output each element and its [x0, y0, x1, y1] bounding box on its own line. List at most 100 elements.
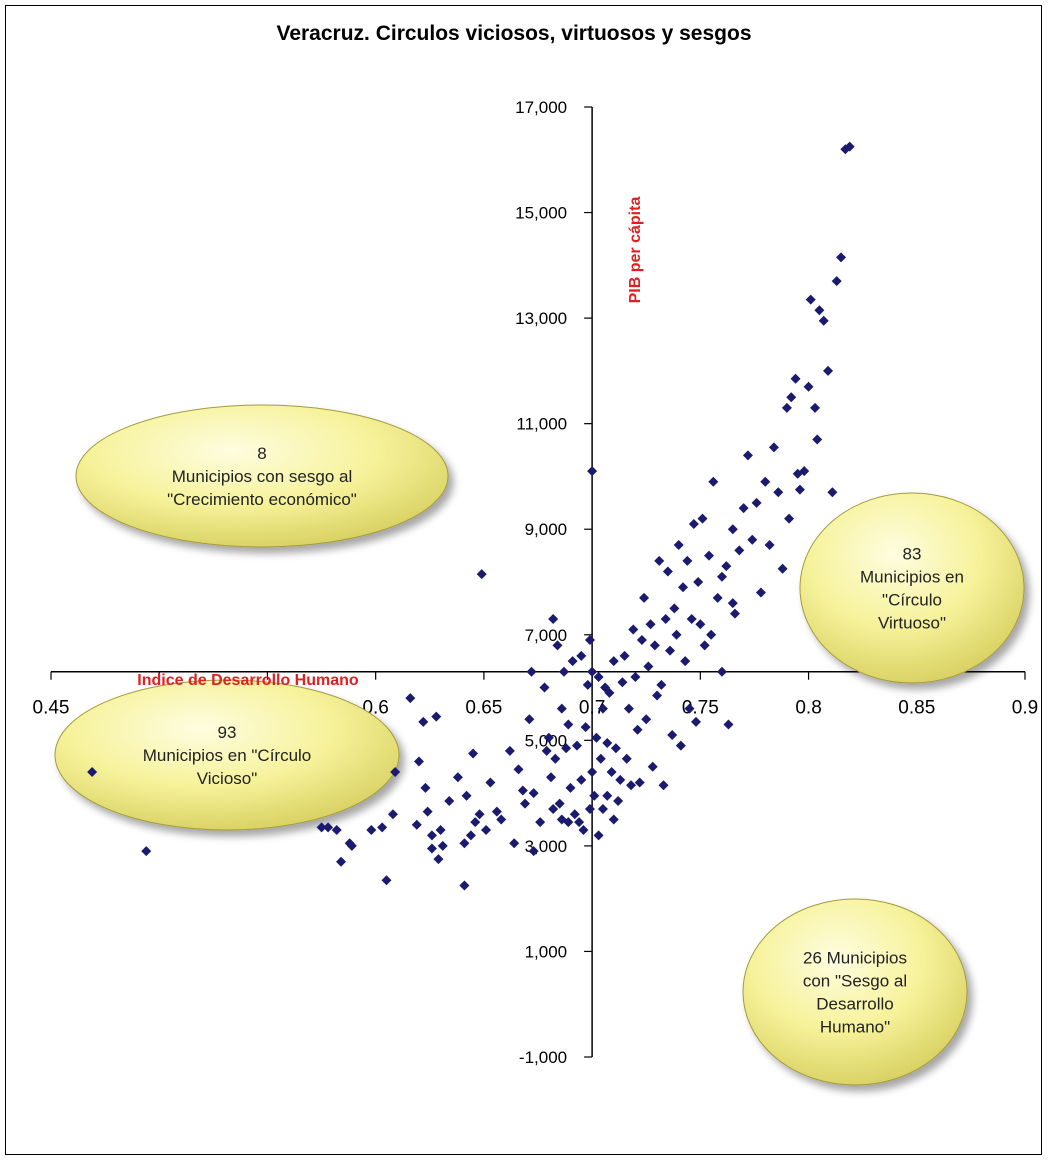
callout-sesgo-desarrollo: 26 Municipios con "Sesgo al Desarrollo Huma…	[742, 898, 968, 1086]
data-point	[567, 656, 578, 667]
data-point	[548, 613, 559, 624]
data-point	[768, 442, 779, 453]
callout-text-line: Vicioso"	[197, 769, 258, 788]
data-point	[561, 743, 572, 754]
y-tick-label: 9,000	[525, 520, 568, 539]
data-point	[639, 592, 650, 603]
data-point	[554, 798, 565, 809]
data-point	[539, 682, 550, 693]
data-point	[563, 719, 574, 730]
data-point	[608, 656, 619, 667]
data-point	[803, 381, 814, 392]
data-point	[716, 666, 727, 677]
data-point	[576, 774, 587, 785]
data-point	[552, 640, 563, 651]
data-point	[812, 434, 823, 445]
data-point	[669, 603, 680, 614]
x-axis-label: Indice de Desarrollo Humano	[137, 672, 359, 689]
data-point	[465, 830, 476, 841]
data-point	[316, 822, 327, 833]
data-point	[786, 392, 797, 403]
data-point	[459, 880, 470, 891]
data-point	[626, 780, 637, 791]
data-point	[773, 487, 784, 498]
data-point	[619, 650, 630, 661]
data-point	[836, 252, 847, 263]
data-point	[716, 571, 727, 582]
callout-text-line: 93	[218, 723, 237, 742]
data-point	[517, 785, 528, 796]
x-tick-label: 0.9	[1012, 698, 1038, 719]
data-point	[491, 806, 502, 817]
callout-ellipse	[742, 898, 968, 1086]
callout-circulo-vicioso: 93 Municipios en "Círculo Vicioso"	[54, 679, 400, 831]
data-point	[606, 767, 617, 777]
data-point	[556, 703, 567, 714]
data-point	[632, 724, 643, 735]
chart-title: Veracruz. Circulos viciosos, virtuosos y…	[276, 22, 751, 45]
data-point	[643, 661, 654, 672]
data-point	[697, 513, 708, 524]
data-point	[390, 767, 401, 777]
data-point	[634, 777, 645, 788]
data-point	[571, 740, 582, 751]
callout-ellipse	[54, 679, 400, 831]
data-point	[738, 503, 749, 514]
data-point	[550, 753, 561, 764]
callouts: 8 Municipios con sesgo al "Crecimiento eco…	[54, 404, 1025, 1086]
callout-text-line: Municipios en	[860, 568, 964, 587]
data-point	[799, 466, 810, 477]
data-point	[461, 790, 472, 801]
data-point	[729, 608, 740, 619]
data-point	[535, 817, 546, 828]
data-point	[565, 782, 576, 793]
data-point	[589, 790, 600, 801]
data-point	[699, 640, 710, 651]
data-point	[595, 753, 606, 764]
data-point	[727, 598, 738, 609]
data-point	[481, 825, 492, 836]
y-tick-label: 13,000	[515, 309, 567, 328]
callout-ellipse	[75, 404, 449, 548]
data-point	[420, 782, 431, 793]
data-point	[667, 730, 678, 741]
data-point	[734, 545, 745, 556]
data-point	[426, 830, 437, 841]
data-point	[691, 716, 702, 727]
y-tick-label: 1,000	[525, 942, 568, 961]
data-point	[558, 666, 569, 677]
callout-text-line: Desarrollo	[816, 995, 893, 1014]
data-point	[336, 856, 347, 867]
data-point	[597, 803, 608, 814]
data-point	[459, 838, 470, 849]
data-point	[723, 719, 734, 730]
data-point	[615, 774, 626, 785]
data-point	[576, 650, 587, 661]
y-axis-label: PIB per cápita	[627, 197, 644, 304]
data-point	[805, 294, 816, 305]
data-point	[418, 716, 429, 727]
data-point	[422, 806, 433, 817]
data-point	[686, 613, 697, 624]
data-point	[794, 484, 805, 495]
data-point	[593, 830, 604, 841]
data-point	[703, 550, 714, 561]
data-point	[509, 838, 520, 849]
data-point	[597, 703, 608, 714]
data-point	[413, 756, 424, 767]
data-point	[617, 677, 628, 688]
data-point	[526, 666, 537, 677]
data-point	[636, 635, 647, 646]
data-point	[777, 563, 788, 574]
data-point	[695, 619, 706, 630]
data-point	[602, 790, 613, 801]
data-point	[496, 814, 507, 825]
data-point	[660, 613, 671, 624]
data-point	[346, 840, 357, 851]
y-tick-label: 7,000	[525, 626, 568, 645]
data-point	[649, 640, 660, 651]
x-tick-label: 0.8	[795, 698, 821, 719]
callout-text-line: Humano"	[820, 1018, 890, 1037]
data-point	[543, 732, 554, 743]
